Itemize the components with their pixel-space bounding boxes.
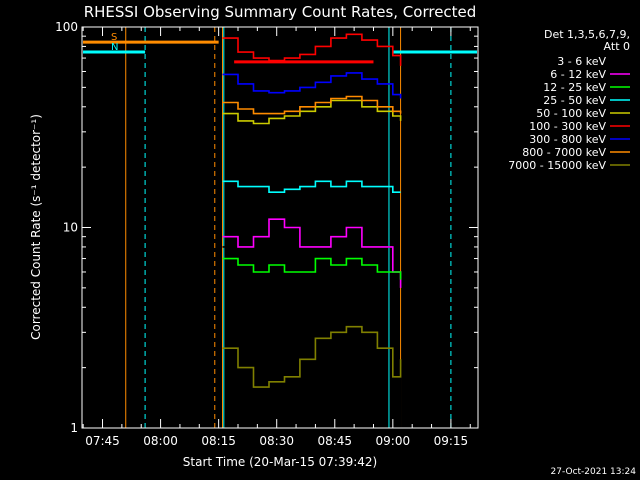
y-tick-label: 10 bbox=[63, 221, 78, 235]
series-line bbox=[222, 99, 402, 125]
footer-timestamp: 27-Oct-2021 13:24 bbox=[551, 467, 637, 477]
legend-entry-label: 25 - 50 keV bbox=[543, 94, 606, 107]
legend-entry-label: 6 - 12 keV bbox=[550, 68, 606, 81]
series-line bbox=[222, 218, 402, 288]
legend-entry-label: 300 - 800 keV bbox=[529, 133, 606, 146]
x-tick-label: 09:15 bbox=[434, 434, 469, 448]
legend-entry-label: 7000 - 15000 keV bbox=[508, 159, 606, 172]
series-line bbox=[222, 95, 402, 115]
y-axis: 1 10 100 bbox=[55, 20, 478, 435]
legend-entry-label: 800 - 7000 keV bbox=[522, 146, 606, 159]
series-line bbox=[222, 72, 402, 99]
legend-entry-label: 50 - 100 keV bbox=[536, 107, 606, 120]
legend-header: Att 0 bbox=[604, 40, 630, 53]
x-tick-label: 08:45 bbox=[317, 434, 352, 448]
legend-entry-label: 3 - 6 keV bbox=[557, 55, 606, 68]
y-axis-label: Corrected Count Rate (s⁻¹ detector⁻¹) bbox=[29, 114, 43, 340]
chart-title: RHESSI Observing Summary Count Rates, Co… bbox=[84, 3, 477, 21]
x-tick-label: 08:00 bbox=[143, 434, 178, 448]
x-tick-label: 08:15 bbox=[201, 434, 236, 448]
x-axis-label: Start Time (20-Mar-15 07:39:42) bbox=[183, 455, 377, 469]
x-axis: 07:45 08:00 08:15 08:30 08:45 09:00 09:15 bbox=[82, 27, 471, 448]
flag-label: N bbox=[111, 42, 118, 53]
legend-entry-label: 12 - 25 keV bbox=[543, 81, 606, 94]
series-line bbox=[222, 180, 401, 193]
series-line bbox=[222, 257, 402, 280]
plot-area: SN bbox=[83, 27, 477, 428]
y-tick-label: 100 bbox=[55, 20, 78, 34]
legend-entry-label: 100 - 300 keV bbox=[529, 120, 606, 133]
x-tick-label: 08:30 bbox=[259, 434, 294, 448]
series-line bbox=[222, 325, 402, 388]
flag-label: S bbox=[111, 32, 117, 43]
x-tick-label: 07:45 bbox=[85, 434, 120, 448]
x-tick-label: 09:00 bbox=[376, 434, 411, 448]
legend-header: Det 1,3,5,6,7,9, bbox=[544, 28, 630, 41]
y-tick-label: 1 bbox=[70, 421, 78, 435]
series-line bbox=[222, 33, 402, 66]
